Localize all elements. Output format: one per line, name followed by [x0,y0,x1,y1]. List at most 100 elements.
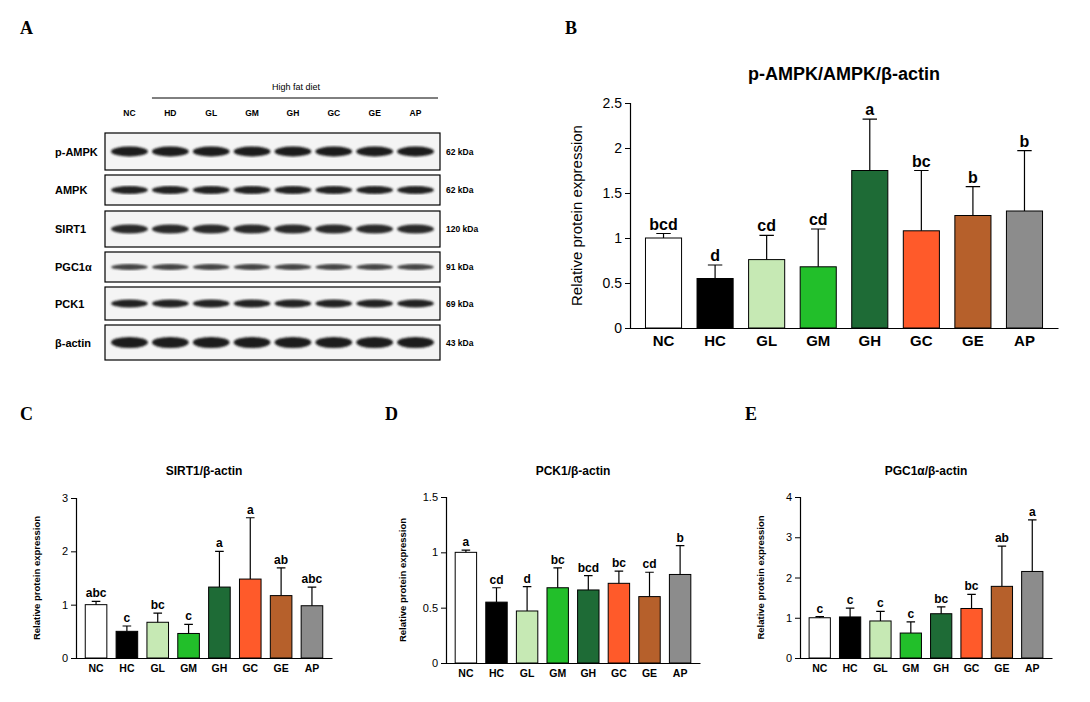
error-bar [615,571,624,583]
bar [270,596,292,658]
blot-frame [105,325,440,360]
panel-letter: A [20,18,33,38]
bar [85,605,107,658]
size-label: 91 kDa [446,262,474,272]
annotation: abc [302,572,323,586]
blot-band [111,147,148,157]
y-axis-label: Relative protein expression [397,518,408,642]
lane-label: HD [164,108,176,118]
annotation: a [463,535,470,549]
x-tick-label: NC [88,662,104,674]
x-tick: GC [242,658,258,674]
annotation: a [865,101,874,118]
x-tick-label: GL [873,662,888,674]
bar [639,597,660,663]
blot-frame [105,175,440,205]
bar-panel: Bp-AMPK/AMPK/β-actinRelative protein exp… [565,18,1059,349]
x-axis: NCHCGLGMGHGCGEAP [447,663,701,679]
bar [301,606,323,658]
x-tick: GM [549,663,566,679]
blot-band [356,186,393,194]
error-bar [1028,520,1037,572]
y-tick-label: 2 [614,140,622,156]
y-tick-label: 1 [786,612,792,624]
blot-band [111,300,148,308]
y-tick-label: 2 [62,545,68,557]
error-bar [492,588,501,602]
x-tick-label: GC [242,662,258,674]
blot-band [315,337,352,348]
title: PGC1α/β-actin [885,464,968,478]
figure: AHigh fat dietNCHDGLGMGHGCGEAPp-AMPK62 k… [0,0,1090,702]
x-tick-label: GE [962,332,984,349]
y-tick-mark [625,193,630,194]
blot-band [397,300,434,308]
y-tick-mark [625,148,630,149]
x-tick: GL [756,328,777,349]
error-bar [863,119,877,170]
x-tick: GE [994,658,1009,674]
x-tick: GC [910,328,933,349]
size-label: 62 kDa [446,147,474,157]
blot-band [315,264,352,270]
y-tick: 4 [786,491,800,503]
title: SIRT1/β-actin [166,464,243,478]
blot-band [397,264,434,270]
x-tick-label: GH [933,662,949,674]
y-tick: 2 [786,572,800,584]
row-label: p-AMPK [55,146,98,158]
lane-label: GC [327,108,340,118]
y-tick-label: 0.5 [423,602,438,614]
annotation: c [847,593,854,607]
annotation: b [1020,133,1030,150]
row-label: β-actin [55,337,91,349]
annotation: cd [642,557,656,571]
blot-band [193,225,230,234]
panel-letter: D [385,404,398,424]
y-tick-mark [71,605,76,606]
error-bar [308,587,317,606]
bar [1022,571,1043,658]
lane-label: AP [410,108,422,118]
blot-band [356,300,393,308]
y-tick-mark [625,103,630,104]
annotation: bc [151,598,165,612]
bar [455,552,476,663]
bar [239,579,261,658]
bar [547,588,568,663]
error-bar [998,546,1007,586]
bar [870,621,891,658]
y-axis: 00.511.522.5 [603,95,631,336]
plot-area [85,518,322,658]
x-tick-label: GE [642,667,657,679]
error-bar [523,587,532,611]
blot-band [111,186,148,194]
bar [903,231,939,328]
x-axis-line [77,658,333,659]
blot-band [397,225,434,234]
x-axis-line [631,328,1059,329]
annotation: bc [612,556,626,570]
blot-frame [105,133,440,170]
y-tick-label: 2 [786,572,792,584]
annotation: abc [86,586,107,600]
y-tick-label: 3 [62,492,68,504]
annotation: a [247,503,254,517]
blot-band [315,186,352,194]
y-tick-mark [795,497,800,498]
error-bar [184,624,193,633]
x-tick-label: GE [994,662,1009,674]
x-tick: HC [119,658,135,674]
annotation: c [877,596,884,610]
blot-band [397,337,434,348]
bar [209,587,231,658]
row-label: PCK1 [55,298,84,310]
blot-band [193,186,230,194]
bar-panel: CSIRT1/β-actinRelative protein expressio… [20,404,333,674]
x-tick-label: GH [580,667,596,679]
x-tick: HC [489,663,505,679]
error-bar [1017,151,1031,211]
x-tick-label: GH [859,332,882,349]
x-tick: GL [150,658,165,674]
blot-band [275,300,312,308]
